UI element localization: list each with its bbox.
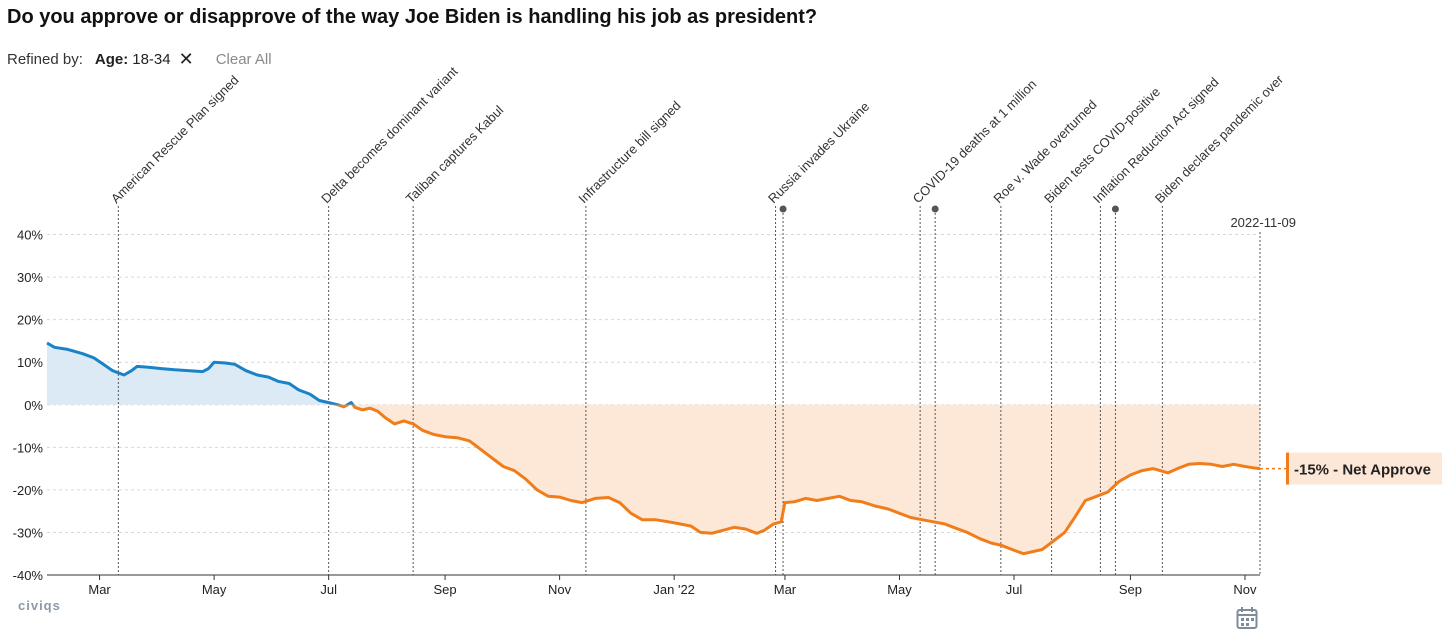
x-tick-label: Sep (1119, 582, 1142, 597)
event-dot (1111, 205, 1119, 213)
x-tick-label: May (202, 582, 227, 597)
y-tick-label: 20% (17, 313, 43, 328)
callout-accent (1286, 452, 1289, 485)
event-label: Biden declares pandemic over (1152, 71, 1287, 206)
x-tick-label: Jul (1006, 582, 1023, 597)
y-tick-label: 10% (17, 355, 43, 370)
x-tick-label: Mar (88, 582, 111, 597)
event-label: Taliban captures Kabul (403, 102, 507, 206)
event-dot (931, 205, 939, 213)
x-tick-label: Jul (320, 582, 337, 597)
close-icon[interactable]: ✕ (178, 49, 194, 69)
x-tick-label: Sep (434, 582, 457, 597)
area-negative (47, 404, 1260, 554)
event-label: American Rescue Plan signed (108, 72, 242, 206)
y-tick-label: -40% (13, 568, 44, 583)
x-tick-label: May (887, 582, 912, 597)
y-tick-label: -30% (13, 525, 44, 540)
y-tick-label: 40% (17, 228, 43, 243)
calendar-icon[interactable] (1236, 606, 1258, 630)
current-value-label: -15% - Net Approve (1294, 462, 1431, 479)
callout-box (1286, 452, 1442, 485)
civiqs-logo: civiqs (18, 598, 61, 613)
x-tick-label: Nov (1233, 582, 1257, 597)
area-positive (47, 343, 1260, 405)
filter-bar: Refined by: Age: 18-34 ✕ Clear All (7, 50, 272, 68)
y-tick-label: -10% (13, 440, 44, 455)
filter-key: Age: (94, 50, 129, 68)
event-label: Infrastructure bill signed (575, 98, 683, 206)
event-dot (779, 205, 787, 213)
x-tick-label: Mar (774, 582, 797, 597)
series-line-negative (331, 404, 1261, 556)
end-date-label: 2022-11-09 (1230, 215, 1296, 230)
x-tick-label: Nov (548, 582, 572, 597)
event-label: Delta becomes dominant variant (318, 63, 461, 206)
series-line-positive (46, 341, 355, 405)
y-tick-label: 30% (17, 270, 43, 285)
y-tick-label: 0% (24, 398, 43, 413)
clear-all-button[interactable]: Clear All (215, 50, 272, 68)
y-tick-label: -20% (13, 483, 44, 498)
page-title: Do you approve or disapprove of the way … (7, 6, 818, 28)
filter-chip-age[interactable]: Age: 18-34 ✕ (91, 50, 198, 68)
refined-by-label: Refined by: (7, 50, 83, 68)
filter-value: 18-34 (132, 50, 171, 68)
x-tick-label: Jan '22 (653, 582, 695, 597)
event-label: Russia invades Ukraine (765, 99, 872, 206)
